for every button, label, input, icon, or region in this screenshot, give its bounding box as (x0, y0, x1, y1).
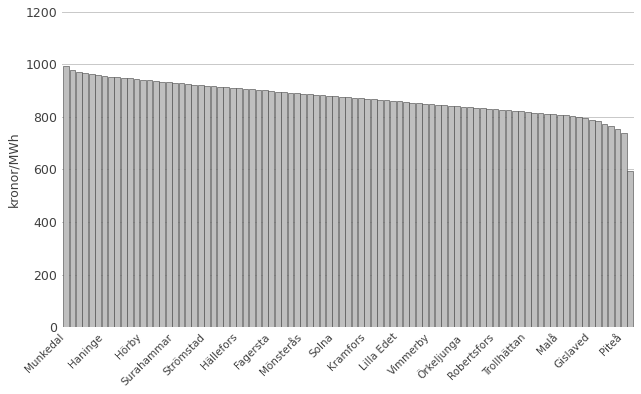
Bar (403, 102, 409, 327)
Bar (563, 115, 569, 327)
Bar (281, 92, 287, 327)
Bar (70, 70, 76, 327)
Bar (83, 73, 88, 327)
Bar (198, 85, 204, 327)
Bar (358, 98, 364, 327)
Bar (204, 86, 210, 327)
Bar (487, 109, 492, 327)
Bar (570, 116, 576, 327)
Bar (416, 103, 422, 327)
Bar (121, 78, 127, 327)
Bar (506, 110, 512, 327)
Bar (435, 105, 441, 327)
Bar (378, 100, 383, 327)
Bar (397, 102, 403, 327)
Bar (480, 108, 486, 327)
Bar (608, 126, 614, 327)
Bar (166, 82, 172, 327)
Bar (294, 93, 300, 327)
Bar (531, 113, 537, 327)
Bar (461, 107, 467, 327)
Bar (96, 75, 101, 327)
Bar (589, 120, 595, 327)
Bar (454, 106, 460, 327)
Bar (211, 86, 217, 327)
Bar (301, 94, 306, 327)
Bar (595, 121, 601, 327)
Bar (288, 93, 294, 327)
Bar (76, 72, 82, 327)
Bar (224, 87, 229, 327)
Bar (544, 113, 550, 327)
Bar (262, 91, 268, 327)
Bar (429, 104, 435, 327)
Bar (172, 83, 178, 327)
Bar (108, 76, 114, 327)
Bar (269, 91, 274, 327)
Bar (602, 124, 608, 327)
Bar (519, 112, 524, 327)
Bar (493, 110, 499, 327)
Bar (474, 108, 479, 327)
Bar (134, 79, 140, 327)
Bar (557, 115, 563, 327)
Bar (365, 99, 370, 327)
Bar (512, 111, 518, 327)
Bar (499, 110, 505, 327)
Bar (230, 88, 236, 327)
Bar (179, 84, 185, 327)
Bar (307, 94, 313, 327)
Bar (345, 97, 351, 327)
Y-axis label: kronor/MWh: kronor/MWh (7, 132, 20, 207)
Bar (313, 95, 319, 327)
Bar (538, 113, 544, 327)
Bar (115, 77, 121, 327)
Bar (243, 89, 249, 327)
Bar (63, 66, 69, 327)
Bar (339, 97, 345, 327)
Bar (89, 74, 95, 327)
Bar (333, 96, 338, 327)
Bar (217, 87, 223, 327)
Bar (422, 104, 428, 327)
Bar (147, 80, 153, 327)
Bar (160, 82, 165, 327)
Bar (371, 99, 377, 327)
Bar (128, 78, 133, 327)
Bar (326, 96, 332, 327)
Bar (384, 100, 390, 327)
Bar (410, 102, 415, 327)
Bar (275, 91, 281, 327)
Bar (448, 106, 454, 327)
Bar (352, 98, 358, 327)
Bar (185, 84, 191, 327)
Bar (140, 80, 146, 327)
Bar (102, 76, 108, 327)
Bar (320, 95, 326, 327)
Bar (576, 117, 582, 327)
Bar (467, 107, 473, 327)
Bar (237, 88, 242, 327)
Bar (551, 114, 556, 327)
Bar (615, 129, 620, 327)
Bar (192, 85, 197, 327)
Bar (153, 81, 159, 327)
Bar (442, 105, 447, 327)
Bar (390, 101, 396, 327)
Bar (583, 118, 588, 327)
Bar (256, 90, 262, 327)
Bar (525, 112, 531, 327)
Bar (249, 89, 255, 327)
Bar (628, 171, 633, 327)
Bar (621, 133, 627, 327)
